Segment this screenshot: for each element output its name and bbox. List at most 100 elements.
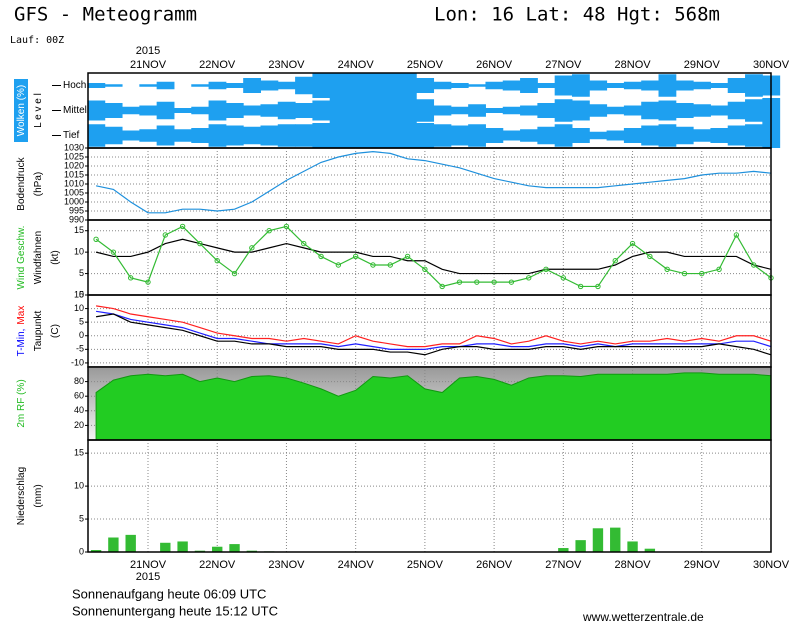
cloud-cell xyxy=(693,81,711,90)
cloud-cell xyxy=(381,123,400,148)
bar xyxy=(610,527,621,552)
bar xyxy=(108,537,119,552)
y-axis-label-part: Niederschlag xyxy=(16,467,27,525)
cloud-cell xyxy=(208,100,227,121)
cloud-cell xyxy=(87,100,106,121)
cloud-cell xyxy=(381,98,400,123)
cloud-cell xyxy=(364,98,383,123)
cloud-cell xyxy=(156,81,175,90)
cloud-cell xyxy=(243,105,261,116)
cloud-cell xyxy=(745,99,763,122)
y-tick-label: 60 xyxy=(74,391,84,401)
x-tick-label: 23NOV xyxy=(268,59,305,71)
level-label: Mittel xyxy=(63,105,87,116)
y-tick-label: 15 xyxy=(74,289,84,299)
cloud-cell xyxy=(398,123,417,148)
series-line xyxy=(95,310,772,350)
y-axis-label: (mm) xyxy=(33,484,44,507)
cloud-cell xyxy=(329,98,348,123)
x-tick-label: 30NOV xyxy=(753,59,790,71)
series-line xyxy=(95,313,772,356)
x-tick-label: 24NOV xyxy=(338,559,375,571)
cloud-cell xyxy=(364,123,383,148)
cloud-cell xyxy=(347,123,365,148)
y-tick-label: 1010 xyxy=(64,178,84,188)
point xyxy=(716,266,722,272)
cloud-cell xyxy=(295,124,313,147)
point xyxy=(318,253,324,260)
cloud-cell xyxy=(502,130,521,141)
point xyxy=(439,283,445,290)
cloud-cell xyxy=(571,74,590,97)
cloud-cell xyxy=(468,104,486,117)
cloud-cell xyxy=(675,103,694,118)
point xyxy=(127,275,134,281)
x-tick-label: 28NOV xyxy=(615,559,652,571)
bar xyxy=(627,541,638,552)
y-tick-label: 5 xyxy=(79,513,84,523)
y-tick-label: 1025 xyxy=(64,151,84,161)
y-tick-label: 1030 xyxy=(64,142,84,152)
y-axis-label: Wolken (%) xyxy=(16,85,27,137)
cloud-cell xyxy=(312,123,331,148)
y-axis-label: Wind Geschw. xyxy=(16,226,27,290)
label-box xyxy=(14,79,28,142)
point xyxy=(526,275,532,281)
cloud-cell xyxy=(191,84,210,87)
y-axis-label-part: (C) xyxy=(50,324,61,338)
cloud-cell xyxy=(554,99,573,122)
point xyxy=(335,262,342,268)
point xyxy=(543,266,549,272)
cloud-cell xyxy=(537,126,556,145)
cloud-cell xyxy=(502,80,521,91)
cloud-cell xyxy=(277,101,296,120)
location: Lon: 16 Lat: 48 Hgt: 568m xyxy=(434,4,720,26)
x-tick-label: 21NOV xyxy=(130,59,167,71)
y-tick-label: 5 xyxy=(79,268,84,278)
cloud-cell xyxy=(623,128,642,143)
point xyxy=(491,279,497,285)
bar xyxy=(592,528,604,552)
point xyxy=(162,232,169,238)
y-axis-label-part: (mm) xyxy=(33,484,44,507)
cloud-cell xyxy=(139,129,158,142)
sunrise: Sonnenaufgang heute 06:09 UTC xyxy=(72,586,266,601)
y-axis-label-part: Taupunkt xyxy=(33,310,44,351)
point xyxy=(629,240,636,247)
x-tick-label: 22NOV xyxy=(199,559,236,571)
cloud-cell xyxy=(329,123,348,148)
cloud-cell xyxy=(658,74,677,97)
y-tick-label: 80 xyxy=(74,376,84,386)
cloud-cell xyxy=(450,125,469,146)
cloud-cell xyxy=(364,73,383,98)
year-bottom: 2015 xyxy=(136,571,160,583)
bar xyxy=(125,534,136,552)
point xyxy=(283,223,290,230)
cloud-cell xyxy=(139,84,158,87)
y-tick-label: 10 xyxy=(74,247,84,257)
cloud-cell xyxy=(589,131,608,140)
y-axis-label: (C) xyxy=(50,324,61,338)
point xyxy=(612,258,618,264)
cloud-cell xyxy=(208,81,227,90)
cloud-cell xyxy=(225,125,244,146)
cloud-cell xyxy=(347,98,365,123)
cloud-cell xyxy=(416,99,435,122)
cloud-cell xyxy=(589,80,608,91)
bar xyxy=(212,546,223,552)
cloud-cell xyxy=(641,125,660,146)
x-tick-label: 27NOV xyxy=(545,559,582,571)
point xyxy=(266,228,272,234)
cloud-cell xyxy=(606,130,625,141)
y-tick-label: 0 xyxy=(79,330,84,340)
cloud-cell xyxy=(554,75,573,96)
y-axis-label: Taupunkt xyxy=(33,310,44,351)
y-tick-label: 995 xyxy=(69,205,84,215)
y-axis-label-part: Bodendruck xyxy=(16,156,27,210)
bar xyxy=(90,550,102,552)
point xyxy=(681,270,688,277)
point xyxy=(508,279,515,285)
cloud-cell xyxy=(693,104,711,117)
point xyxy=(733,232,740,238)
cloud-cell xyxy=(675,80,694,91)
